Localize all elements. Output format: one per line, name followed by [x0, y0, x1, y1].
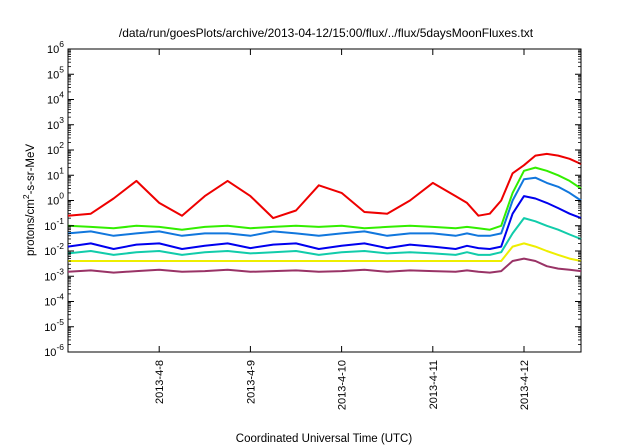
series-line-5: [67, 217, 582, 256]
y-axis: 10-6 10-5 10-4 10-3 10-2 10-1 100 101 102 103 104 1…: [44, 39, 581, 359]
chart-title: /data/run/goesPlots/archive/2013-04-12/1…: [119, 26, 534, 40]
series-line-1: [67, 152, 582, 220]
y-tick-label: 10-1: [44, 216, 64, 233]
y-axis-label: protons/cm2-s-sr-MeV: [21, 144, 37, 256]
y-tick-label: 10-3: [44, 266, 64, 283]
y-tick-label: 10-4: [44, 292, 64, 309]
y-tick-label: 100: [47, 191, 64, 208]
series-line-6: [68, 242, 582, 262]
series-line-2: [67, 166, 582, 231]
x-tick-label: 2013-4-9: [245, 360, 257, 404]
y-tick-label: 10-2: [44, 241, 64, 258]
y-tick-label: 104: [47, 90, 64, 107]
series-layer: [67, 152, 582, 274]
series-line-7: [67, 257, 582, 274]
x-axis: 2013-4-8 2013-4-9 2013-4-10 2013-4-11 2013-4…: [154, 49, 531, 410]
y-tick-label: 101: [47, 165, 64, 182]
y-tick-label: 10-5: [44, 317, 64, 334]
y-tick-label: 10-6: [44, 342, 64, 359]
y-tick-label: 106: [47, 39, 64, 56]
y-tick-label: 105: [47, 64, 64, 81]
x-tick-label: 2013-4-11: [428, 360, 440, 409]
x-tick-label: 2013-4-8: [154, 360, 166, 404]
series-line-4: [67, 195, 582, 250]
x-tick-label: 2013-4-12: [519, 360, 531, 410]
plot-area: [67, 48, 582, 353]
y-tick-label: 103: [47, 115, 64, 132]
y-tick-label: 102: [47, 140, 64, 157]
x-tick-label: 2013-4-10: [337, 360, 349, 410]
x-axis-label: Coordinated Universal Time (UTC): [236, 433, 413, 445]
series-line-3: [67, 176, 582, 237]
